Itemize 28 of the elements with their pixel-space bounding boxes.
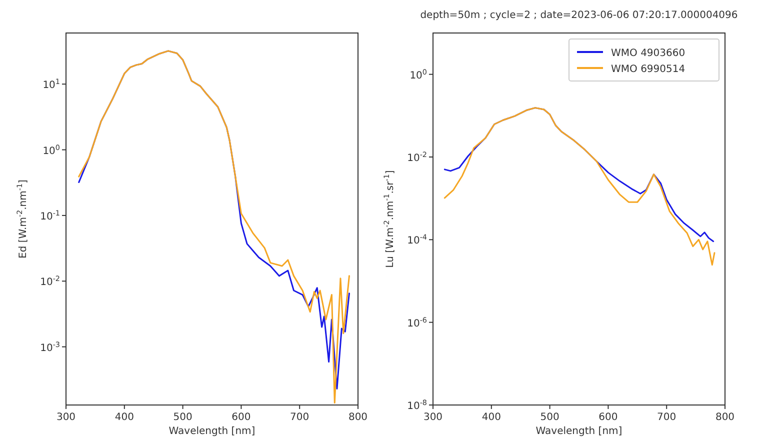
chart-title: depth=50m ; cycle=2 ; date=2023-06-06 07:20:17.000004096 xyxy=(420,10,738,21)
legend-label: WMO 4903660 xyxy=(611,48,686,59)
y-tick-label: 10$^{-2}$ xyxy=(407,150,427,164)
y-tick-label: 10$^{1}$ xyxy=(42,76,60,92)
y-tick-label: 10$^{-8}$ xyxy=(407,398,428,412)
x-tick-label: 400 xyxy=(482,412,501,423)
x-tick-label: 300 xyxy=(423,412,443,423)
x-tick-label: 600 xyxy=(598,412,618,423)
y-tick-label: 10$^{-2}$ xyxy=(40,274,60,288)
x-tick-label: 800 xyxy=(715,412,735,423)
x-tick-label: 700 xyxy=(290,412,310,423)
x-axis-title: Wavelength [nm] xyxy=(168,426,256,437)
x-tick-label: 700 xyxy=(657,412,676,423)
y-tick-label: 10$^{-4}$ xyxy=(407,232,428,247)
line-series xyxy=(444,107,716,266)
x-tick-label: 600 xyxy=(232,412,251,423)
y-tick-label: 10$^{-3}$ xyxy=(40,339,60,354)
y-tick-label: 10$^{0}$ xyxy=(42,142,60,157)
x-tick-label: 400 xyxy=(114,412,134,423)
y-tick-label: 10$^{0}$ xyxy=(410,66,428,82)
x-axis-title: Wavelength [nm] xyxy=(536,426,622,437)
x-tick-label: 800 xyxy=(348,412,368,423)
x-tick-label: 500 xyxy=(173,412,192,423)
x-tick-label: 500 xyxy=(540,412,560,423)
x-tick-label: 300 xyxy=(56,412,76,423)
y-tick-label: 10$^{-6}$ xyxy=(407,314,428,330)
legend-label: WMO 6990514 xyxy=(611,64,686,75)
y-tick-label: 10$^{-1}$ xyxy=(40,208,60,222)
